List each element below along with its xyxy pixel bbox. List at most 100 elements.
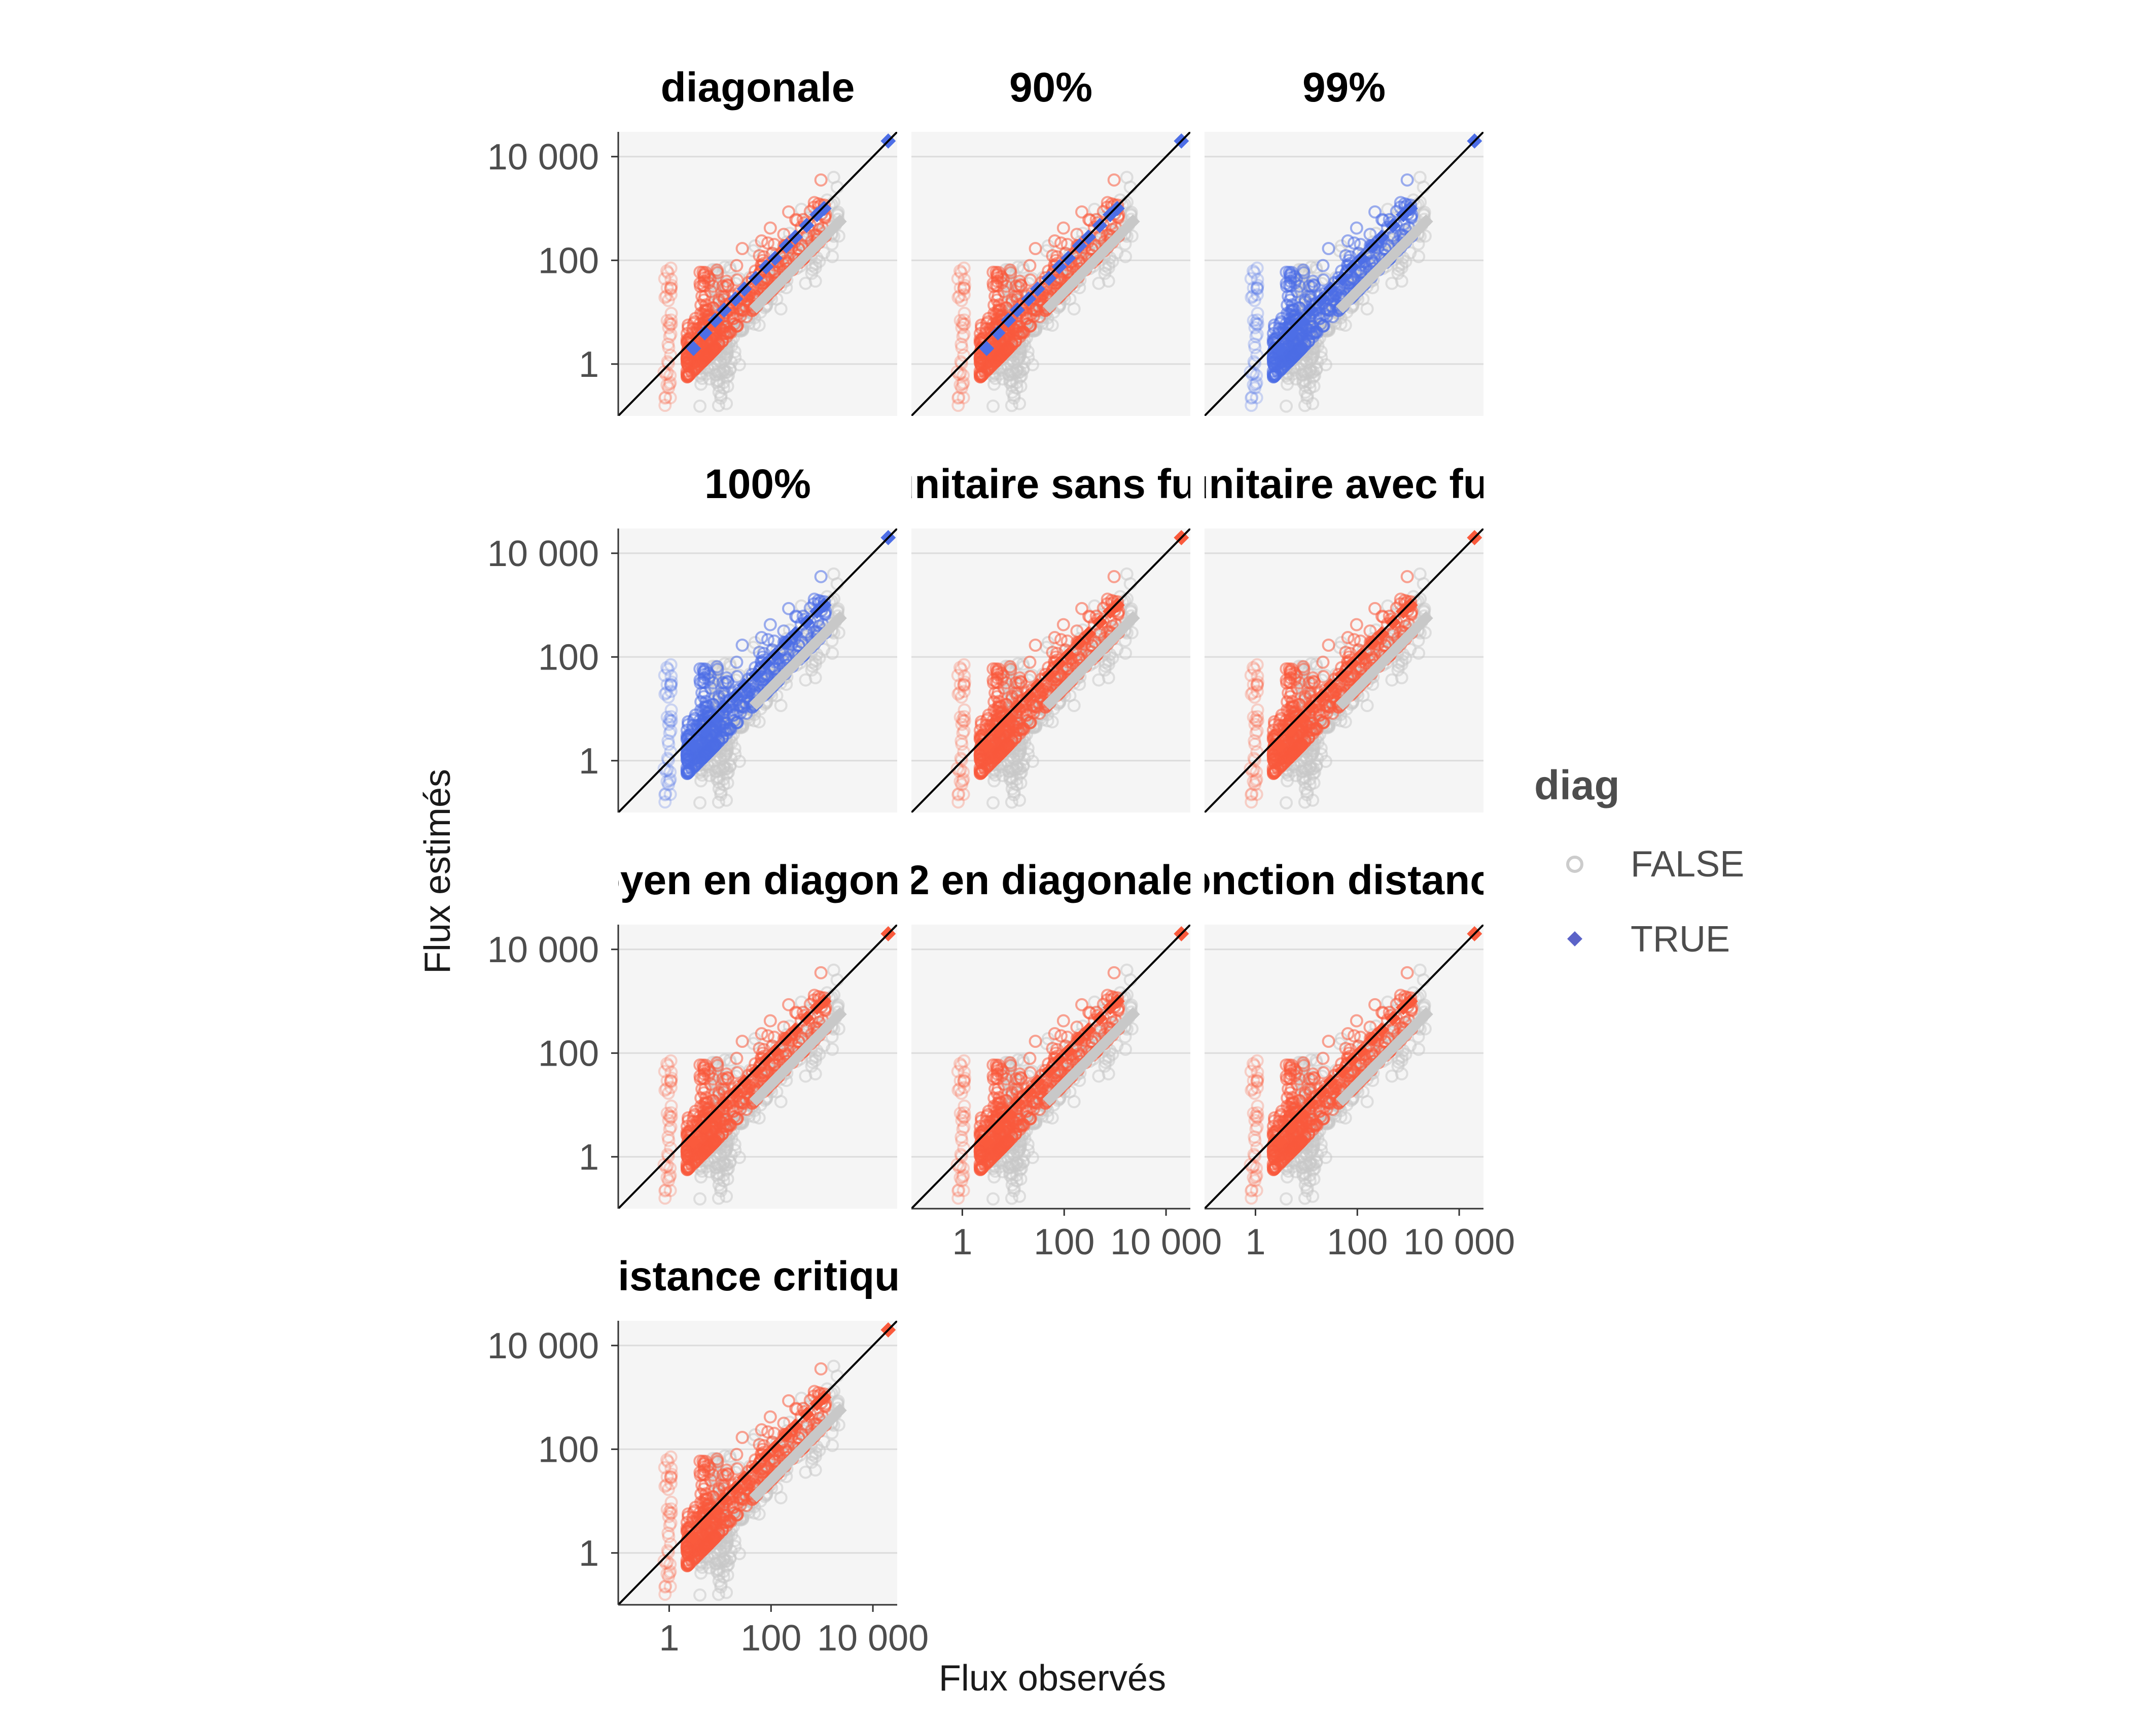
- point: [761, 236, 774, 250]
- point: [662, 778, 676, 791]
- point: [1307, 279, 1321, 293]
- point: [1005, 399, 1018, 412]
- point: [663, 772, 677, 786]
- point: [1054, 236, 1068, 250]
- point: [954, 355, 968, 369]
- point: [712, 795, 725, 809]
- diag-point: [716, 302, 732, 318]
- point: [663, 377, 677, 391]
- point: [662, 737, 676, 751]
- point: [712, 399, 725, 412]
- point: [808, 261, 822, 274]
- point: [958, 710, 971, 723]
- point: [1267, 369, 1281, 382]
- point: [957, 765, 970, 779]
- point: [1250, 327, 1264, 341]
- point: [660, 264, 674, 278]
- point: [958, 282, 971, 296]
- facet-title: 99%: [1302, 64, 1386, 111]
- point: [951, 668, 965, 682]
- point: [755, 234, 768, 248]
- point: [660, 775, 674, 788]
- point: [1385, 673, 1399, 687]
- point: [1316, 259, 1330, 272]
- point: [657, 762, 671, 776]
- point: [664, 281, 678, 295]
- point: [1245, 291, 1258, 304]
- point: [1395, 261, 1408, 274]
- point: [951, 399, 965, 412]
- point: [953, 281, 967, 295]
- facet-panel: unitaire sans fur: [911, 463, 1190, 813]
- point: [955, 734, 968, 748]
- point: [700, 303, 714, 317]
- point: [1043, 695, 1057, 710]
- point: [805, 242, 820, 257]
- point: [1376, 214, 1390, 227]
- point: [1001, 358, 1014, 371]
- point: [727, 708, 740, 722]
- point: [664, 348, 678, 362]
- point: [958, 703, 971, 717]
- point: [661, 734, 675, 748]
- diag-point: [728, 291, 744, 307]
- point: [664, 714, 678, 727]
- point: [1013, 348, 1027, 362]
- point: [737, 304, 751, 318]
- point: [663, 391, 677, 405]
- point: [767, 237, 781, 251]
- diag-point: [990, 325, 1006, 341]
- point: [805, 639, 820, 653]
- point: [792, 652, 806, 666]
- point: [660, 314, 674, 328]
- point: [750, 298, 764, 313]
- point: [662, 357, 676, 370]
- point: [1322, 241, 1335, 255]
- point: [998, 345, 1012, 359]
- point: [663, 714, 677, 728]
- point: [662, 341, 676, 355]
- point: [664, 724, 678, 737]
- point: [958, 714, 971, 727]
- point: [1031, 700, 1044, 714]
- point: [955, 266, 968, 279]
- point: [992, 686, 1005, 699]
- point: [662, 753, 676, 767]
- point: [1251, 273, 1264, 287]
- point: [1064, 277, 1078, 292]
- point: [664, 678, 678, 692]
- point: [790, 214, 804, 227]
- point: [1251, 282, 1264, 296]
- point: [957, 658, 971, 672]
- point: [993, 303, 1007, 317]
- point: [708, 358, 721, 371]
- point: [957, 318, 970, 331]
- point: [1099, 242, 1113, 257]
- point: [1023, 655, 1037, 669]
- diag-point: [736, 678, 752, 693]
- point: [952, 391, 966, 404]
- point: [1118, 619, 1133, 633]
- point: [1013, 767, 1027, 781]
- point: [1102, 657, 1115, 671]
- point: [755, 631, 768, 645]
- point: [1368, 602, 1382, 615]
- point: [659, 391, 673, 404]
- diag-point: [1334, 270, 1350, 286]
- point: [696, 704, 710, 718]
- point: [1251, 278, 1264, 292]
- point: [993, 700, 1007, 714]
- facet-panel: diagonale: [618, 66, 897, 416]
- point: [705, 345, 719, 359]
- point: [1029, 638, 1042, 652]
- point: [721, 676, 735, 689]
- point: [1400, 173, 1414, 187]
- point: [663, 318, 677, 331]
- diag-point: [748, 667, 764, 683]
- point: [1021, 714, 1035, 727]
- point: [661, 690, 675, 704]
- point: [660, 661, 674, 675]
- point: [955, 337, 968, 351]
- point: [664, 278, 678, 292]
